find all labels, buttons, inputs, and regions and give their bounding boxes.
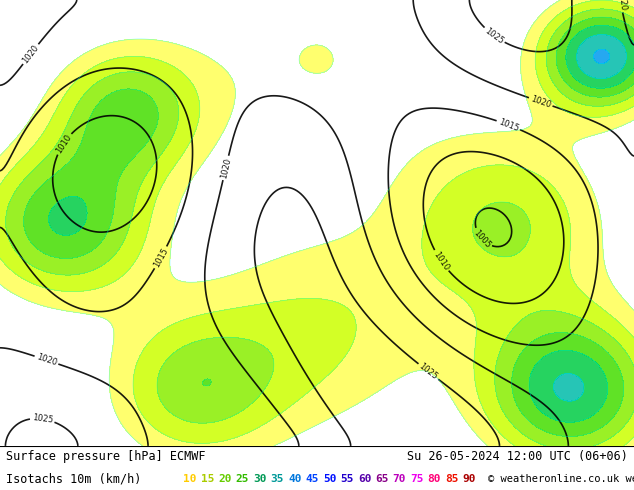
Text: 40: 40 — [288, 474, 302, 484]
Text: 65: 65 — [375, 474, 389, 484]
Text: 60: 60 — [358, 474, 372, 484]
Text: 30: 30 — [253, 474, 267, 484]
Text: 1020: 1020 — [219, 157, 233, 179]
Text: 1010: 1010 — [431, 249, 451, 272]
Text: Su 26-05-2024 12:00 UTC (06+06): Su 26-05-2024 12:00 UTC (06+06) — [407, 450, 628, 464]
Text: 1020: 1020 — [35, 352, 58, 368]
Text: 45: 45 — [306, 474, 319, 484]
Text: 1025: 1025 — [32, 413, 53, 425]
Text: 20: 20 — [218, 474, 232, 484]
Text: 75: 75 — [410, 474, 424, 484]
Text: 1020: 1020 — [616, 0, 627, 11]
Text: 1020: 1020 — [21, 43, 41, 65]
Text: 15: 15 — [201, 474, 214, 484]
Text: 10: 10 — [183, 474, 197, 484]
Text: 85: 85 — [445, 474, 458, 484]
Text: 70: 70 — [392, 474, 406, 484]
Text: 1015: 1015 — [497, 117, 520, 133]
Text: 1015: 1015 — [152, 246, 170, 269]
Text: 90: 90 — [462, 474, 476, 484]
Text: 50: 50 — [323, 474, 337, 484]
Text: 80: 80 — [427, 474, 441, 484]
Text: 1025: 1025 — [483, 26, 505, 46]
Text: Surface pressure [hPa] ECMWF: Surface pressure [hPa] ECMWF — [6, 450, 206, 464]
Text: 55: 55 — [340, 474, 354, 484]
Text: Isotachs 10m (km/h): Isotachs 10m (km/h) — [6, 472, 142, 486]
Text: © weatheronline.co.uk weatheronline.co.uk: © weatheronline.co.uk weatheronline.co.u… — [488, 474, 634, 484]
Text: 1010: 1010 — [54, 132, 73, 155]
Text: 1020: 1020 — [529, 94, 552, 110]
Text: 1025: 1025 — [417, 362, 439, 382]
Text: 1005: 1005 — [472, 228, 492, 249]
Text: 25: 25 — [236, 474, 249, 484]
Text: 35: 35 — [271, 474, 284, 484]
